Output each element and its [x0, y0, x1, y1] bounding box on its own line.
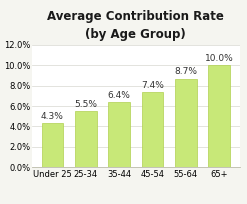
Bar [142, 92, 164, 167]
Bar [41, 123, 63, 167]
Bar [75, 111, 97, 167]
Title: Average Contribution Rate
(by Age Group): Average Contribution Rate (by Age Group) [47, 10, 224, 41]
Bar [175, 79, 197, 167]
Text: 5.5%: 5.5% [74, 100, 97, 109]
Bar [108, 102, 130, 167]
Text: 7.4%: 7.4% [141, 81, 164, 90]
Text: 8.7%: 8.7% [174, 68, 197, 76]
Text: 10.0%: 10.0% [205, 54, 234, 63]
Text: 6.4%: 6.4% [108, 91, 131, 100]
Bar [208, 65, 230, 167]
Text: 4.3%: 4.3% [41, 112, 64, 121]
